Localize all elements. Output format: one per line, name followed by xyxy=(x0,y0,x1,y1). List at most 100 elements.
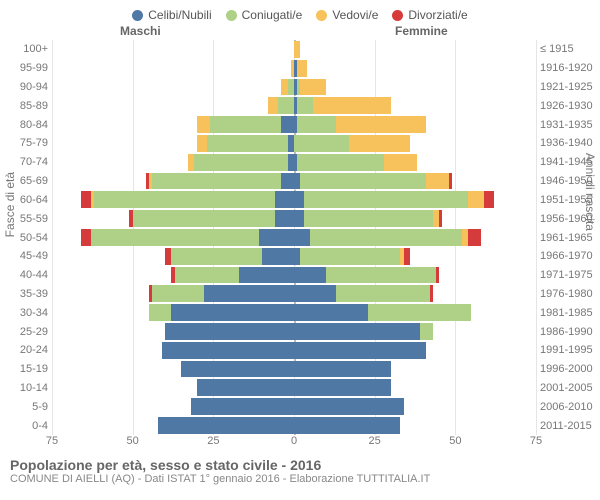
bar-segment-cel xyxy=(294,398,404,415)
plot-area: Fasce di età Anni di nascita 100+95-9990… xyxy=(0,40,600,435)
pyramid-row xyxy=(52,416,536,435)
pyramid-row xyxy=(52,378,536,397)
bar-segment-ved xyxy=(468,191,484,208)
birth-tick: 1996-2000 xyxy=(540,360,600,379)
pyramid-row xyxy=(52,153,536,172)
birth-tick: 1916-1920 xyxy=(540,59,600,78)
bar-segment-div xyxy=(81,229,91,246)
male-header: Maschi xyxy=(120,24,161,38)
birth-tick: 1946-1950 xyxy=(540,172,600,191)
bar-segment-con xyxy=(133,210,275,227)
bar-segment-cel xyxy=(197,379,294,396)
bar-segment-ved xyxy=(197,116,210,133)
age-tick: 35-39 xyxy=(0,285,48,304)
bar-segment-cel xyxy=(294,417,400,434)
bar-segment-ved xyxy=(426,173,449,190)
bar-segment-con xyxy=(300,248,400,265)
bar-segment-ved xyxy=(349,135,410,152)
bar-segment-ved xyxy=(294,41,300,58)
bar-segment-con xyxy=(420,323,433,340)
age-tick: 80-84 xyxy=(0,115,48,134)
bar-segment-con xyxy=(210,116,281,133)
birth-tick: 1991-1995 xyxy=(540,341,600,360)
female-header: Femmine xyxy=(395,24,448,38)
bar-segment-cel xyxy=(294,361,391,378)
bar-segment-cel xyxy=(162,342,294,359)
pyramid-row xyxy=(52,360,536,379)
bar-segment-cel xyxy=(259,229,294,246)
bar-segment-cel xyxy=(165,323,294,340)
bars-area xyxy=(52,40,536,435)
birth-tick: ≤ 1915 xyxy=(540,40,600,59)
bar-segment-cel xyxy=(294,323,420,340)
bar-segment-con xyxy=(336,285,430,302)
birth-axis: ≤ 19151916-19201921-19251926-19301931-19… xyxy=(536,40,600,435)
pyramid-row xyxy=(52,134,536,153)
pyramid-row xyxy=(52,247,536,266)
pyramid-row xyxy=(52,59,536,78)
bar-segment-div xyxy=(439,210,442,227)
age-tick: 65-69 xyxy=(0,172,48,191)
bar-segment-cel xyxy=(281,116,294,133)
birth-tick: 1926-1930 xyxy=(540,96,600,115)
pyramid-row xyxy=(52,190,536,209)
bar-segment-con xyxy=(300,173,426,190)
birth-tick: 1951-1955 xyxy=(540,191,600,210)
bar-segment-cel xyxy=(294,342,426,359)
bar-segment-ved xyxy=(384,154,416,171)
age-tick: 45-49 xyxy=(0,247,48,266)
pyramid-row xyxy=(52,115,536,134)
birth-tick: 1976-1980 xyxy=(540,285,600,304)
bar-segment-cel xyxy=(275,191,294,208)
footer: Popolazione per età, sesso e stato civil… xyxy=(0,453,600,485)
bar-segment-cel xyxy=(181,361,294,378)
age-tick: 95-99 xyxy=(0,59,48,78)
birth-tick: 1941-1945 xyxy=(540,153,600,172)
bar-segment-ved xyxy=(268,97,278,114)
pyramid-row xyxy=(52,322,536,341)
age-tick: 40-44 xyxy=(0,266,48,285)
pyramid-row xyxy=(52,228,536,247)
bar-segment-con xyxy=(304,210,433,227)
bar-segment-cel xyxy=(294,229,310,246)
x-tick: 0 xyxy=(291,435,297,447)
bar-segment-cel xyxy=(281,173,294,190)
bar-segment-cel xyxy=(294,210,304,227)
birth-tick: 1956-1960 xyxy=(540,209,600,228)
bar-segment-ved xyxy=(313,97,390,114)
age-axis: 100+95-9990-9485-8980-8475-7970-7465-696… xyxy=(0,40,52,435)
age-tick: 55-59 xyxy=(0,209,48,228)
legend: Celibi/NubiliConiugati/eVedovi/eDivorzia… xyxy=(0,0,600,22)
bar-segment-ved xyxy=(197,135,207,152)
bar-segment-cel xyxy=(158,417,294,434)
bar-segment-div xyxy=(436,267,439,284)
age-tick: 0-4 xyxy=(0,416,48,435)
chart-subtitle: COMUNE DI AIELLI (AQ) - Dati ISTAT 1° ge… xyxy=(10,473,590,485)
legend-swatch xyxy=(316,10,327,21)
age-tick: 70-74 xyxy=(0,153,48,172)
x-tick: 50 xyxy=(449,435,461,447)
bar-segment-div xyxy=(449,173,452,190)
bar-segment-div xyxy=(81,191,91,208)
age-tick: 75-79 xyxy=(0,134,48,153)
legend-label: Vedovi/e xyxy=(332,8,378,22)
bar-segment-con xyxy=(297,154,384,171)
bar-segment-con xyxy=(91,229,259,246)
age-tick: 85-89 xyxy=(0,96,48,115)
chart-title: Popolazione per età, sesso e stato civil… xyxy=(10,457,590,473)
legend-item: Celibi/Nubili xyxy=(132,8,211,22)
age-tick: 25-29 xyxy=(0,322,48,341)
birth-tick: 1981-1985 xyxy=(540,303,600,322)
birth-tick: 2011-2015 xyxy=(540,416,600,435)
birth-tick: 2006-2010 xyxy=(540,397,600,416)
pyramid-row xyxy=(52,78,536,97)
bar-segment-con xyxy=(175,267,240,284)
bar-segment-con xyxy=(368,304,471,321)
bar-segment-con xyxy=(149,304,172,321)
bar-segment-ved xyxy=(300,79,326,96)
birth-tick: 1986-1990 xyxy=(540,322,600,341)
bar-segment-con xyxy=(297,116,336,133)
pyramid-row xyxy=(52,266,536,285)
bar-segment-con xyxy=(94,191,275,208)
pyramid-row xyxy=(52,40,536,59)
